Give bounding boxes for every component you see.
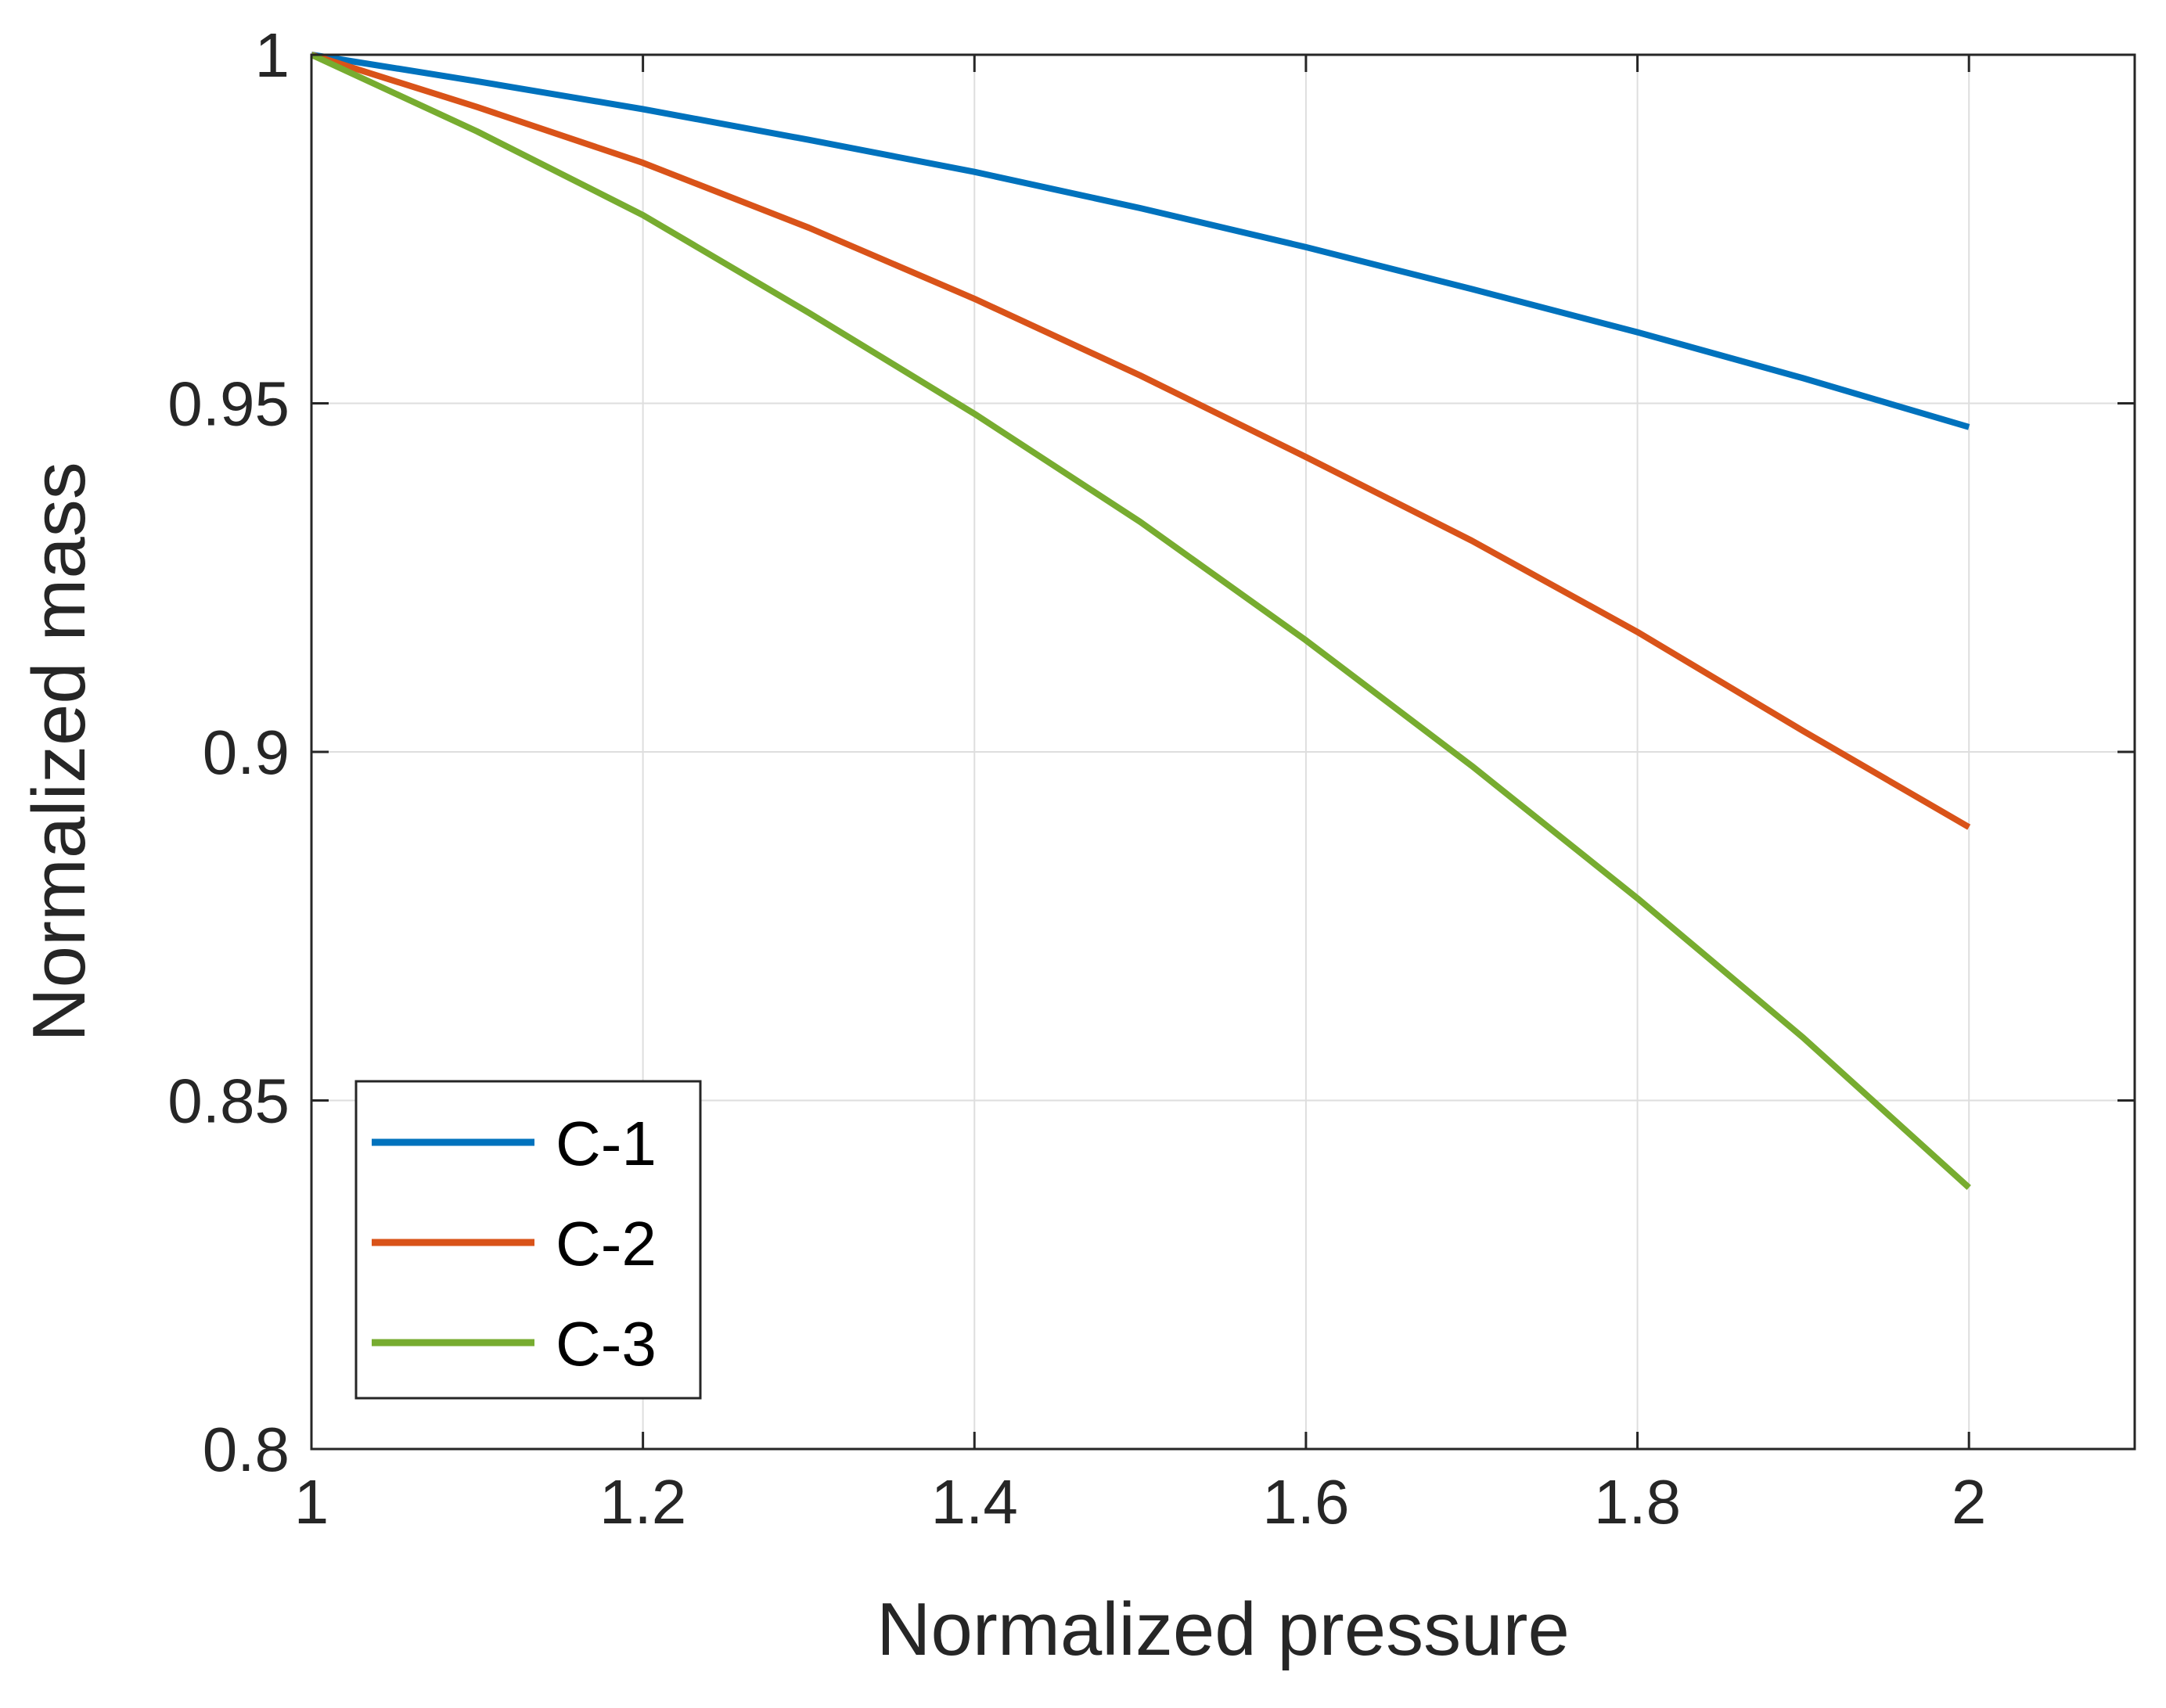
x-tick-label: 1.6 — [1262, 1467, 1349, 1537]
y-tick-label: 0.9 — [203, 717, 290, 787]
tick-labels: 1 1.2 1.4 1.6 1.8 2 0.8 0.85 0.9 0.95 1 — [167, 20, 1986, 1537]
legend-label: C-2 — [556, 1209, 657, 1278]
series-line-c-2 — [310, 52, 1971, 830]
series-line-c-3 — [310, 52, 1971, 1190]
x-axis-title: Normalized pressure — [876, 1588, 1570, 1671]
legend: C-1 C-2 C-3 — [354, 1080, 702, 1400]
y-axis-title: Normalized mass — [17, 462, 101, 1042]
x-tick-label: 1.4 — [931, 1467, 1018, 1537]
axes — [310, 53, 2136, 1451]
series-line-c-1 — [311, 52, 1970, 430]
y-tick-label: 1 — [255, 20, 290, 90]
legend-label: C-1 — [556, 1109, 657, 1178]
x-tick-label: 1.8 — [1594, 1467, 1681, 1537]
y-tick-label: 0.95 — [167, 369, 290, 439]
series-lines — [310, 52, 1971, 1190]
x-tick-label: 2 — [1952, 1467, 1987, 1537]
x-tick-label: 1.2 — [599, 1467, 686, 1537]
x-tick-label: 1 — [294, 1467, 329, 1537]
y-tick-label: 0.8 — [203, 1415, 290, 1484]
y-tick-label: 0.85 — [167, 1066, 290, 1136]
legend-label: C-3 — [556, 1309, 657, 1379]
